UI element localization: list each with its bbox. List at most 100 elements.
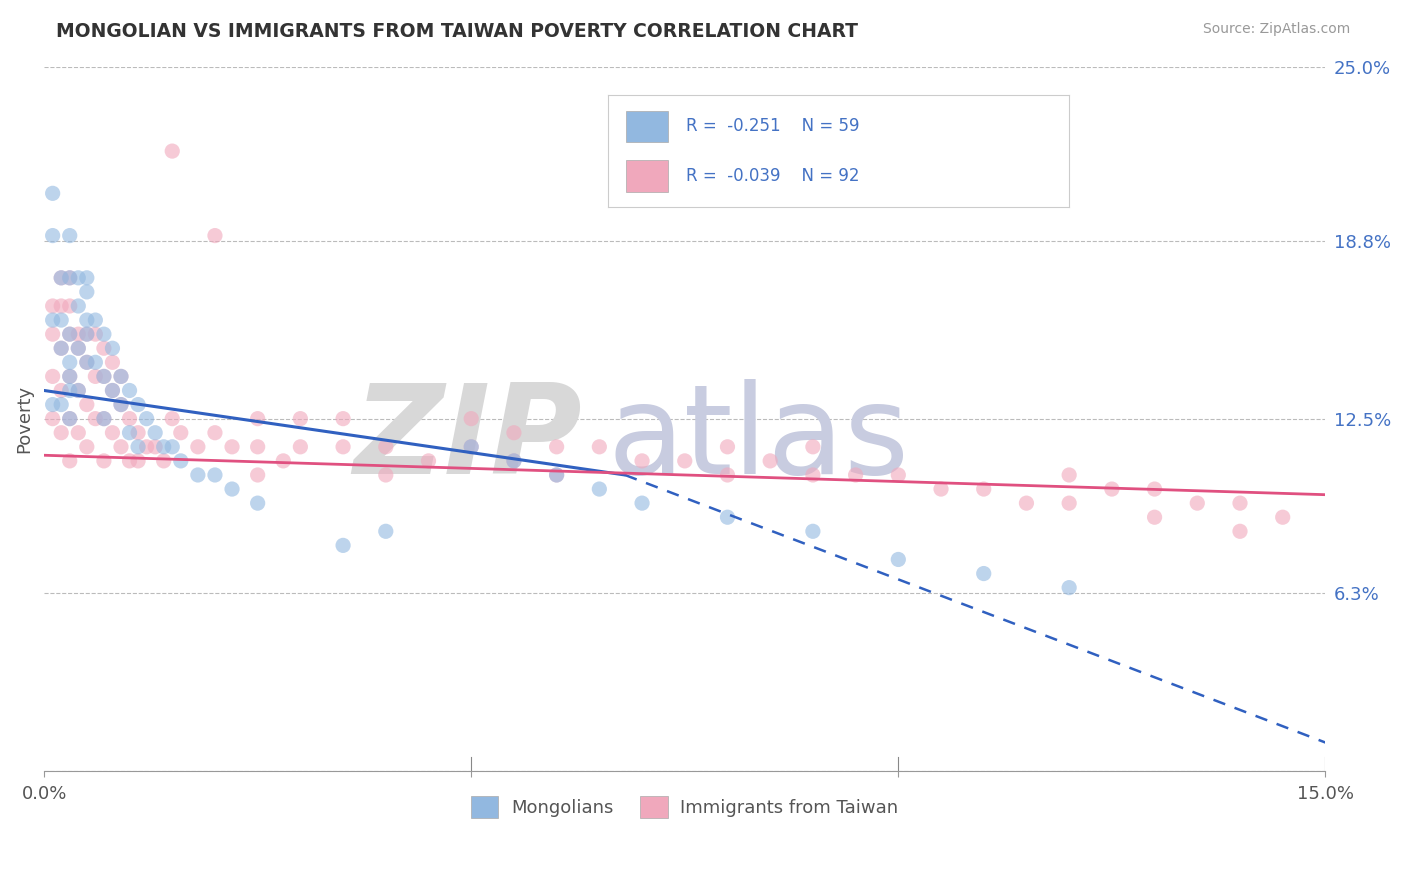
Point: [716, 467, 738, 482]
Point: [110, 398, 132, 412]
Point: [51, 425, 73, 440]
Point: [170, 425, 193, 440]
Point: [67, 270, 90, 285]
Point: [59, 369, 82, 384]
Point: [246, 496, 269, 510]
Point: [67, 425, 90, 440]
Point: [67, 384, 90, 398]
Point: [127, 440, 149, 454]
Point: [204, 467, 226, 482]
Point: [170, 454, 193, 468]
Point: [759, 454, 782, 468]
Point: [41, 369, 63, 384]
Point: [1015, 496, 1038, 510]
Point: [59, 454, 82, 468]
Point: [246, 440, 269, 454]
Point: [127, 425, 149, 440]
Point: [1057, 467, 1080, 482]
Point: [631, 454, 654, 468]
Point: [41, 186, 63, 201]
Point: [101, 384, 124, 398]
Point: [93, 369, 115, 384]
Point: [84, 313, 107, 327]
Point: [93, 411, 115, 425]
Point: [67, 341, 90, 355]
Point: [59, 411, 82, 425]
Point: [801, 440, 824, 454]
Point: [221, 440, 243, 454]
Point: [1143, 510, 1166, 524]
Point: [1187, 496, 1209, 510]
Point: [135, 411, 157, 425]
Point: [332, 440, 354, 454]
Text: ZIP: ZIP: [353, 379, 582, 500]
Point: [503, 425, 526, 440]
Point: [41, 327, 63, 342]
Point: [716, 440, 738, 454]
Point: [110, 440, 132, 454]
Point: [59, 270, 82, 285]
Point: [67, 341, 90, 355]
Text: atlas: atlas: [607, 379, 910, 500]
Point: [84, 369, 107, 384]
Point: [101, 384, 124, 398]
Point: [673, 454, 696, 468]
Point: [110, 398, 132, 412]
Point: [76, 327, 98, 342]
Point: [271, 454, 294, 468]
Point: [110, 369, 132, 384]
Point: [887, 467, 910, 482]
Point: [93, 341, 115, 355]
Point: [187, 440, 209, 454]
Point: [76, 355, 98, 369]
Point: [135, 440, 157, 454]
Point: [418, 454, 440, 468]
Point: [143, 425, 166, 440]
Point: [93, 369, 115, 384]
Point: [588, 440, 610, 454]
Point: [162, 440, 184, 454]
Point: [221, 482, 243, 496]
Point: [76, 285, 98, 299]
Point: [374, 524, 396, 539]
Point: [152, 440, 174, 454]
Point: [59, 369, 82, 384]
Point: [1057, 496, 1080, 510]
Point: [929, 482, 952, 496]
Point: [110, 369, 132, 384]
Point: [51, 270, 73, 285]
Point: [67, 327, 90, 342]
Point: [290, 411, 312, 425]
Point: [845, 467, 868, 482]
Point: [84, 411, 107, 425]
Point: [118, 411, 141, 425]
Point: [41, 313, 63, 327]
Point: [51, 398, 73, 412]
Point: [59, 299, 82, 313]
Point: [101, 355, 124, 369]
Point: [588, 482, 610, 496]
Point: [204, 425, 226, 440]
Point: [546, 440, 568, 454]
Point: [246, 411, 269, 425]
Point: [84, 355, 107, 369]
Point: [118, 454, 141, 468]
Point: [187, 467, 209, 482]
Point: [290, 440, 312, 454]
Point: [41, 228, 63, 243]
Point: [1057, 581, 1080, 595]
Point: [59, 327, 82, 342]
Point: [801, 524, 824, 539]
Point: [59, 355, 82, 369]
Point: [76, 355, 98, 369]
Point: [973, 566, 995, 581]
Point: [973, 482, 995, 496]
Point: [76, 270, 98, 285]
Point: [118, 425, 141, 440]
Point: [101, 425, 124, 440]
Point: [374, 440, 396, 454]
Point: [67, 384, 90, 398]
Point: [59, 327, 82, 342]
Point: [460, 440, 482, 454]
Point: [801, 467, 824, 482]
